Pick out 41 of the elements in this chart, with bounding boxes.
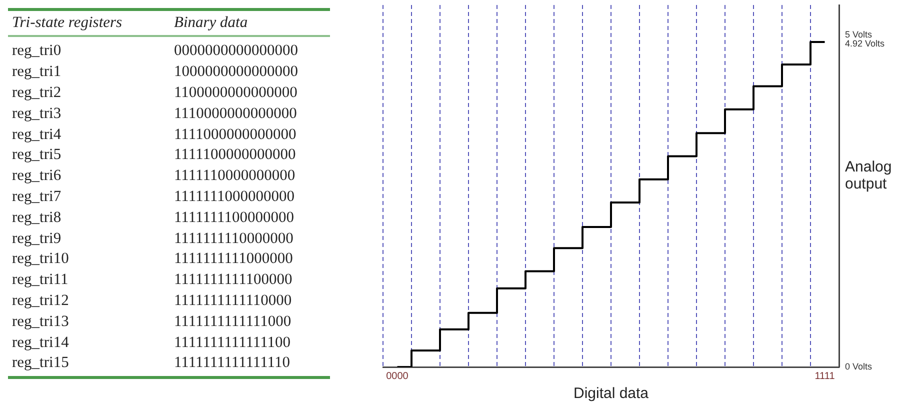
text: 0000000000000000 (174, 42, 298, 60)
x-tick-label: 1111 (814, 370, 836, 382)
x-axis-title: Digital data (573, 385, 650, 402)
text: 1111111111100000 (174, 271, 292, 290)
text: 1111000000000000 (174, 126, 296, 144)
text: 1111111110000000 (174, 230, 294, 248)
text: 1111100000000000 (174, 146, 296, 164)
text: reg_tri13 (11, 312, 70, 331)
text: 1111111000000000 (174, 188, 295, 206)
text: reg_tri8 (11, 208, 62, 227)
text: 1111111111111000 (174, 312, 292, 331)
text: 1111111111110000 (174, 292, 292, 310)
text: reg_tri0 (11, 42, 62, 60)
text: reg_tri2 (11, 84, 62, 102)
x-tick-label: 0000 (386, 370, 409, 382)
y2-tick-label: 5 Volts (845, 29, 873, 40)
text: 1110000000000000 (174, 104, 297, 123)
text: 1000000000000000 (174, 63, 298, 82)
text: reg_tri9 (11, 230, 62, 248)
text: reg_tri4 (11, 126, 62, 144)
text: reg_tri3 (11, 104, 62, 123)
y2-axis-title: Analog output (845, 158, 892, 193)
text: 1111110000000000 (174, 167, 296, 186)
y2-tick-label: 0 Volts (845, 361, 873, 372)
text: reg_tri15 (11, 354, 70, 372)
text: 1100000000000000 (174, 84, 298, 102)
text: 1111111111111110 (174, 354, 290, 372)
text: reg_tri7 (11, 188, 62, 206)
text: Tri-state registers (11, 14, 124, 32)
text: reg_tri11 (11, 271, 70, 290)
y2-tick-label: 4.92 Volts (845, 38, 886, 48)
text: 1111111100000000 (174, 208, 294, 227)
text: reg_tri6 (11, 167, 62, 186)
text: reg_tri12 (11, 292, 70, 310)
text: Binary data (174, 14, 248, 32)
text: 1111111111111100 (174, 334, 291, 352)
text: 1111111111000000 (174, 250, 293, 268)
text: reg_tri1 (11, 63, 62, 82)
text: reg_tri14 (11, 334, 70, 352)
text: reg_tri10 (11, 250, 70, 268)
text: reg_tri5 (11, 146, 62, 164)
